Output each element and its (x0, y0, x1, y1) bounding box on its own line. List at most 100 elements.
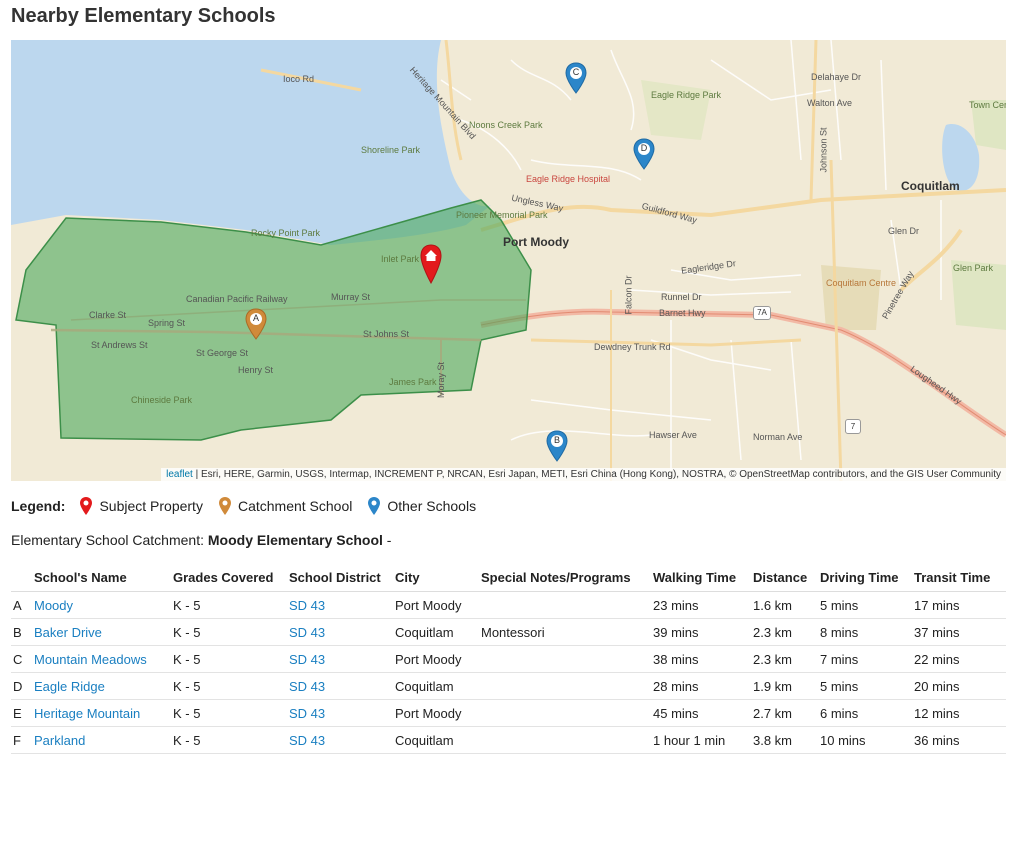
driving-time-cell: 5 mins (820, 672, 914, 700)
table-row: F Parkland K - 5 SD 43 Coquitlam 1 hour … (11, 726, 1006, 754)
district-cell: SD 43 (289, 672, 395, 700)
column-header-grades: Grades Covered (173, 563, 289, 592)
district-link[interactable]: SD 43 (289, 625, 326, 640)
school-link-moody[interactable]: Moody (34, 598, 74, 613)
legend-text-other-schools: Other Schools (387, 498, 477, 514)
marker-b-label: B (553, 435, 560, 445)
column-header-notes: Special Notes/Programs (481, 563, 653, 592)
map[interactable]: Ioco Rd Heritage Mountain Blvd Noons Cre… (11, 40, 1006, 481)
transit-time-cell: 17 mins (914, 591, 1006, 619)
district-link[interactable]: SD 43 (289, 598, 326, 613)
marker-subject-property[interactable] (420, 244, 442, 284)
driving-time-cell: 10 mins (820, 726, 914, 754)
notes-cell (481, 645, 653, 673)
map-label-clarke-st: Clarke St (89, 310, 127, 320)
map-label-runnel-dr: Runnel Dr (661, 292, 702, 302)
map-label-glen-park: Glen Park (953, 263, 994, 273)
leaflet-link[interactable]: leaflet (166, 469, 193, 480)
walking-time-cell: 45 mins (653, 699, 753, 727)
grades-cell: K - 5 (173, 645, 289, 673)
map-label-hawser-ave: Hawser Ave (649, 430, 697, 440)
column-header-letter (11, 563, 34, 592)
transit-time-cell: 36 mins (914, 726, 1006, 754)
school-link-heritage-mountain[interactable]: Heritage Mountain (34, 706, 141, 721)
distance-cell: 2.7 km (753, 699, 820, 727)
marker-b-other-school[interactable]: B (546, 430, 568, 462)
district-link[interactable]: SD 43 (289, 706, 326, 721)
map-label-james-park: James Park (389, 377, 437, 387)
map-label-ioco-rd: Ioco Rd (283, 74, 315, 84)
transit-time-cell: 22 mins (914, 645, 1006, 673)
notes-cell: Montessori (481, 618, 653, 646)
school-link-mountain-meadows[interactable]: Mountain Meadows (34, 652, 147, 667)
map-label-coquitlam-centre: Coquitlam Centre (826, 278, 897, 288)
highway-7a-shield: 7A (753, 306, 771, 320)
walking-time-cell: 39 mins (653, 618, 753, 646)
notes-cell (481, 591, 653, 619)
map-label-pioneer-memorial-park: Pioneer Memorial Park (456, 210, 548, 220)
distance-cell: 3.8 km (753, 726, 820, 754)
map-attribution: leaflet | Esri, HERE, Garmin, USGS, Inte… (161, 468, 1006, 481)
district-link[interactable]: SD 43 (289, 733, 326, 748)
row-letter: B (11, 618, 34, 646)
page-title: Nearby Elementary Schools (11, 5, 276, 27)
map-label-eagle-ridge-hospital: Eagle Ridge Hospital (526, 174, 611, 184)
map-label-walton-ave: Walton Ave (807, 98, 853, 108)
district-link[interactable]: SD 43 (289, 652, 326, 667)
notes-cell (481, 726, 653, 754)
driving-time-cell: 6 mins (820, 699, 914, 727)
row-letter: F (11, 726, 34, 754)
map-label-inlet-park: Inlet Park (381, 254, 420, 264)
distance-cell: 2.3 km (753, 645, 820, 673)
marker-c-other-school[interactable]: C (565, 62, 587, 94)
column-header-school-name: School's Name (34, 563, 173, 592)
walking-time-cell: 23 mins (653, 591, 753, 619)
driving-time-cell: 5 mins (820, 591, 914, 619)
catchment-info: Elementary School Catchment: Moody Eleme… (11, 532, 391, 548)
map-label-canadian-pacific-railway: Canadian Pacific Railway (186, 294, 288, 304)
city-cell: Port Moody (395, 591, 481, 619)
map-label-st-andrews-st: St Andrews St (91, 340, 148, 350)
grades-cell: K - 5 (173, 699, 289, 727)
district-cell: SD 43 (289, 699, 395, 727)
marker-d-other-school[interactable]: D (633, 138, 655, 170)
map-label-johnson-st: Johnson St (818, 127, 829, 173)
map-pin-icon (546, 430, 568, 462)
map-label-spring-st: Spring St (148, 318, 186, 328)
notes-cell (481, 672, 653, 700)
school-link-baker-drive[interactable]: Baker Drive (34, 625, 102, 640)
grades-cell: K - 5 (173, 618, 289, 646)
map-label-port-moody: Port Moody (503, 235, 569, 249)
distance-cell: 2.3 km (753, 618, 820, 646)
legend-item-catchment-school: Catchment School (218, 496, 352, 516)
transit-time-cell: 37 mins (914, 618, 1006, 646)
table-row: C Mountain Meadows K - 5 SD 43 Port Mood… (11, 645, 1006, 673)
distance-cell: 1.9 km (753, 672, 820, 700)
school-link-parkland[interactable]: Parkland (34, 733, 86, 748)
catchment-label: Elementary School Catchment: (11, 532, 208, 548)
city-cell: Coquitlam (395, 726, 481, 754)
city-cell: Coquitlam (395, 618, 481, 646)
table-row: B Baker Drive K - 5 SD 43 Coquitlam Mont… (11, 618, 1006, 646)
district-link[interactable]: SD 43 (289, 679, 326, 694)
map-label-eagle-ridge-park: Eagle Ridge Park (651, 90, 722, 100)
district-cell: SD 43 (289, 591, 395, 619)
map-label-noons-creek-park: Noons Creek Park (469, 120, 543, 130)
transit-time-cell: 20 mins (914, 672, 1006, 700)
district-cell: SD 43 (289, 618, 395, 646)
map-base (11, 40, 1006, 481)
walking-time-cell: 28 mins (653, 672, 753, 700)
school-link-eagle-ridge[interactable]: Eagle Ridge (34, 679, 105, 694)
map-label-shoreline-park: Shoreline Park (361, 145, 421, 155)
city-cell: Coquitlam (395, 672, 481, 700)
notes-cell (481, 699, 653, 727)
legend-item-subject-property: Subject Property (79, 496, 203, 516)
driving-time-cell: 7 mins (820, 645, 914, 673)
legend-text-catchment-school: Catchment School (237, 498, 353, 514)
school-name-cell: Eagle Ridge (34, 672, 173, 700)
marker-a-catchment-school[interactable]: A (245, 308, 267, 340)
row-letter: A (11, 591, 34, 619)
red-pin-icon (80, 497, 93, 515)
orange-pin-icon (218, 497, 231, 515)
school-name-cell: Mountain Meadows (34, 645, 173, 673)
